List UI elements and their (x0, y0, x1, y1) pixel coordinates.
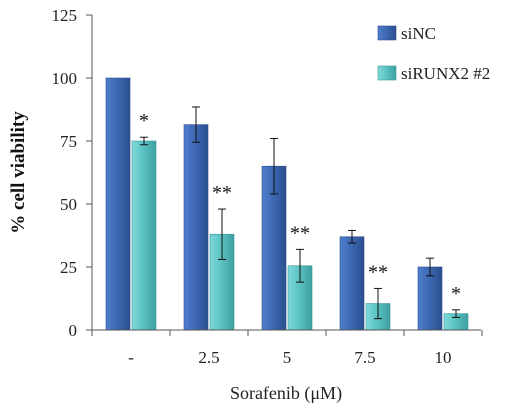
x-tick-label: 5 (283, 348, 292, 367)
y-axis-ticks: 0 25 50 75 100 125 (52, 6, 92, 340)
error-bars-group (140, 106, 460, 320)
x-tick-label: 2.5 (198, 348, 219, 367)
significance-label: ** (212, 182, 232, 204)
y-tick-label: 100 (52, 69, 78, 88)
x-axis-label: Sorafenib (μM) (230, 383, 342, 404)
y-tick-label: 0 (69, 321, 78, 340)
legend-label-sirunx2: siRUNX2 #2 (401, 64, 490, 83)
x-axis-ticks: - 2.5 5 7.5 10 (91, 330, 483, 367)
legend-swatch-sinc (377, 25, 397, 41)
significance-label: * (451, 283, 461, 305)
bar-sirunx2 (131, 140, 157, 331)
bar-sinc (339, 236, 365, 331)
y-axis-label: % cell viability (8, 111, 29, 234)
significance-label: ** (368, 261, 388, 283)
legend-label-sinc: siNC (401, 24, 436, 43)
bar-sinc (417, 266, 443, 331)
x-tick-label: 7.5 (354, 348, 375, 367)
legend-swatch-sirunx2 (377, 65, 397, 81)
bars-group (105, 77, 469, 331)
y-tick-label: 50 (60, 195, 77, 214)
y-tick-label: 125 (52, 6, 78, 25)
bar-sinc (105, 77, 131, 331)
legend: siNC siRUNX2 #2 (377, 24, 490, 83)
x-tick-label: 10 (435, 348, 452, 367)
x-tick-label: - (128, 348, 134, 367)
significance-label: ** (290, 222, 310, 244)
significance-labels-group: ******** (139, 110, 461, 305)
y-tick-label: 75 (60, 132, 77, 151)
y-tick-label: 25 (60, 258, 77, 277)
significance-label: * (139, 110, 149, 132)
bar-sinc (183, 124, 209, 331)
